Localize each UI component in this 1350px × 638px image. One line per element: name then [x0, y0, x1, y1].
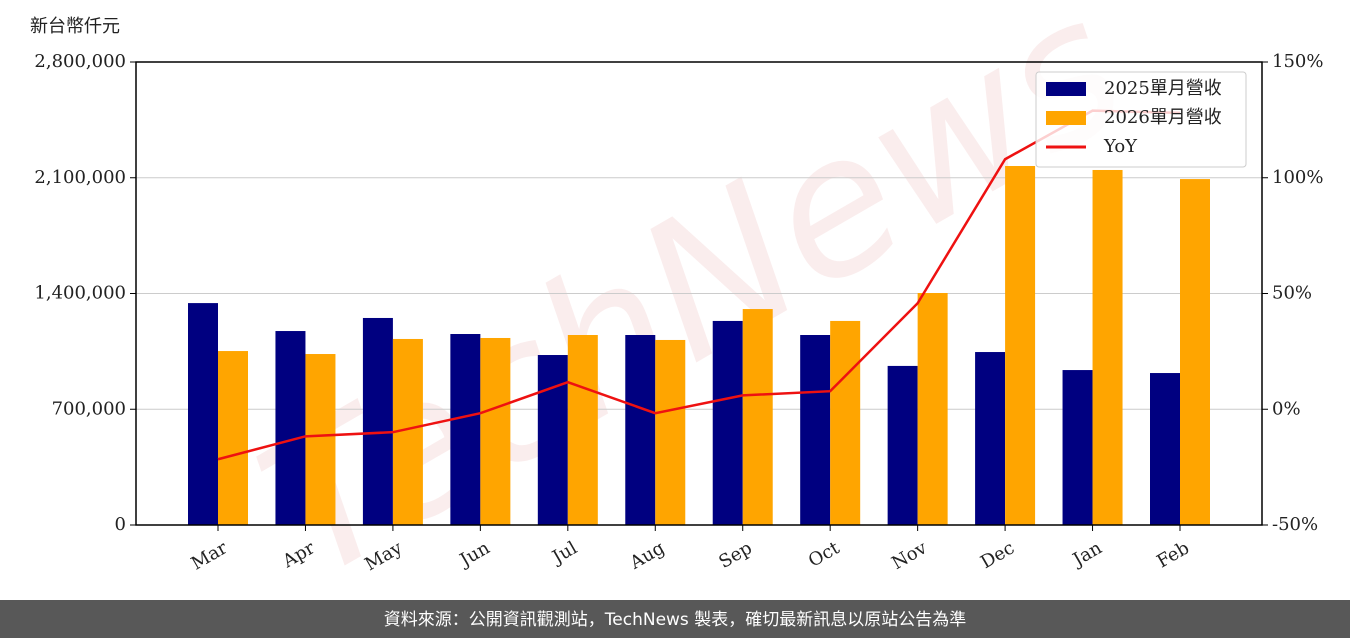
bar — [480, 337, 511, 525]
bar — [655, 339, 686, 525]
x-tick-label: Jul — [547, 537, 581, 569]
y2-tick-label: 150% — [1272, 51, 1323, 72]
y2-tick-label: 0% — [1272, 398, 1301, 419]
y-tick-label: 2,800,000 — [34, 51, 126, 72]
x-tick-label: Dec — [977, 537, 1018, 573]
bar — [305, 354, 336, 525]
legend-label: 2026單月營收 — [1104, 107, 1222, 128]
yoy-line — [217, 109, 1181, 461]
bar — [450, 334, 481, 525]
y2-tick-label: -50% — [1272, 514, 1318, 535]
bar — [625, 335, 656, 525]
bar — [362, 317, 393, 525]
plot-frame — [135, 61, 1263, 526]
x-tick-label: Feb — [1153, 537, 1193, 572]
bar — [1150, 373, 1180, 525]
bar — [830, 320, 861, 525]
x-tick-label: Jan — [1068, 537, 1106, 571]
bar — [800, 335, 831, 525]
x-tick-label: Aug — [626, 537, 669, 574]
x-tick-label: Mar — [188, 537, 232, 574]
y-tick-label: 1,400,000 — [34, 283, 126, 304]
x-tick-label: Oct — [805, 537, 844, 572]
y-axis-label: 新台幣仟元 — [30, 16, 120, 37]
bar — [1005, 166, 1036, 525]
source-note: 資料來源：公開資訊觀測站，TechNews 製表，確切最新訊息以原站公告為準 — [384, 610, 966, 630]
legend-box — [1035, 71, 1247, 168]
bar — [887, 365, 918, 525]
y-tick-label: 700,000 — [52, 398, 126, 419]
legend-label: 2025單月營收 — [1104, 78, 1222, 99]
legend-swatch — [1046, 111, 1086, 125]
y-tick-label: 2,100,000 — [34, 167, 126, 188]
y2-tick-label: 100% — [1272, 167, 1323, 188]
bar — [1092, 169, 1123, 525]
bar — [188, 303, 218, 525]
bar — [537, 355, 568, 525]
bar — [1062, 370, 1093, 525]
y2-tick-label: 50% — [1272, 283, 1312, 304]
bar — [275, 331, 306, 525]
legend-label: YoY — [1103, 136, 1138, 157]
bar — [917, 293, 948, 525]
bar — [712, 320, 743, 525]
bar — [567, 335, 598, 525]
bar — [1180, 179, 1210, 525]
x-tick-label: Sep — [715, 537, 755, 572]
legend-swatch — [1046, 82, 1086, 96]
footer-bar — [0, 600, 1350, 638]
y-tick-label: 0 — [115, 514, 126, 535]
bar — [218, 351, 248, 525]
bar — [975, 352, 1006, 525]
x-tick-label: Nov — [888, 537, 931, 574]
bar — [742, 309, 773, 525]
